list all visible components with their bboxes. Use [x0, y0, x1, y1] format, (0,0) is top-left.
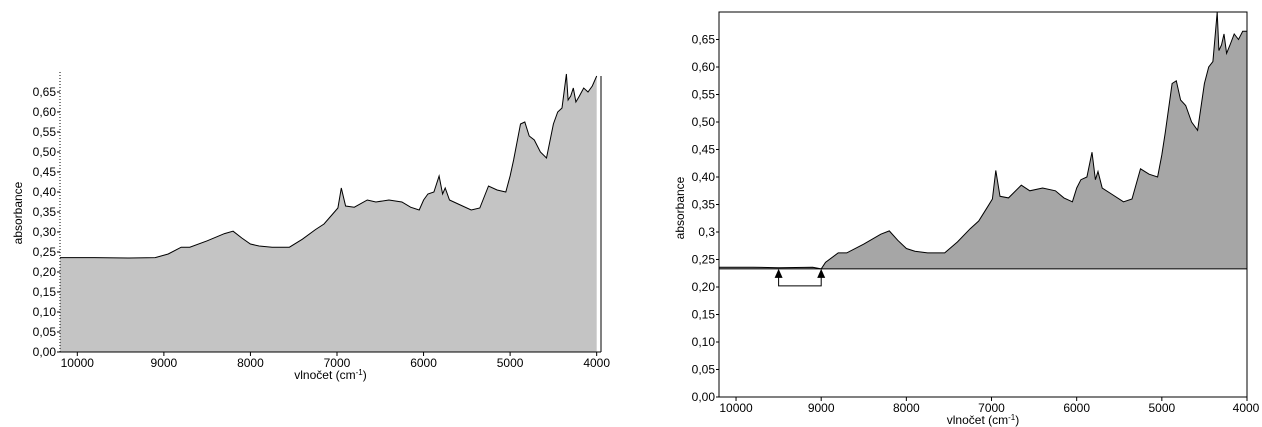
x-tick-label: 4000 — [583, 356, 610, 370]
x-tick-label: 10000 — [719, 401, 753, 415]
x-tick-label: 6000 — [1063, 401, 1090, 415]
x-axis-label: vlnočet (cm-1) — [947, 413, 1019, 427]
y-tick-label: 0,15 — [33, 285, 57, 299]
x-tick-label: 10000 — [61, 356, 95, 370]
y-tick-label: 0,35 — [692, 198, 716, 212]
x-tick-label: 4000 — [1233, 401, 1260, 415]
y-tick-label: 0,3 — [698, 225, 715, 239]
y-tick-label: 0,65 — [33, 85, 57, 99]
y-tick-label: 0,45 — [692, 143, 716, 157]
x-axis-label: vlnočet (cm-1) — [294, 368, 366, 382]
x-tick-label: 8000 — [237, 356, 264, 370]
y-tick-label: 0,00 — [33, 345, 57, 359]
y-tick-label: 0,05 — [33, 325, 57, 339]
y-axis-label: absorbance — [673, 176, 687, 239]
y-tick-label: 0,05 — [692, 363, 716, 377]
x-tick-label: 7000 — [324, 356, 351, 370]
x-tick-label: 9000 — [808, 401, 835, 415]
y-tick-label: 0,55 — [33, 125, 57, 139]
arrow-up-icon — [774, 268, 783, 278]
y-tick-label: 0,20 — [692, 280, 716, 294]
y-tick-label: 0,15 — [692, 308, 716, 322]
y-tick-label: 0,25 — [33, 245, 57, 259]
y-tick-label: 0,40 — [692, 170, 716, 184]
series-line — [60, 73, 598, 259]
y-tick-label: 0,60 — [33, 105, 57, 119]
y-tick-label: 0,30 — [33, 225, 57, 239]
y-tick-label: 0,55 — [692, 88, 716, 102]
left-chart: 0,00 0,05 0,10 0,15 0,20 0,25 0,30 0,35 0,40 0,45… — [11, 72, 610, 382]
y-tick-label: 0,45 — [33, 165, 57, 179]
baseline-region-marker — [774, 268, 826, 287]
y-tick-label: 0,60 — [692, 60, 716, 74]
x-tick-label: 8000 — [893, 401, 920, 415]
x-tick-label: 5000 — [1148, 401, 1175, 415]
y-tick-label: 0,10 — [692, 335, 716, 349]
arrow-up-icon — [817, 268, 826, 278]
y-tick-label: 0,00 — [692, 390, 716, 404]
right-chart: 0,00 0,05 0,10 0,15 0,20 0,25 0,3 0,35 0,40 0,45 0… — [673, 11, 1260, 427]
x-tick-label: 6000 — [410, 356, 437, 370]
y-tick-label: 0,65 — [692, 33, 716, 47]
y-tick-label: 0,10 — [33, 305, 57, 319]
x-tick-label: 5000 — [497, 356, 524, 370]
y-tick-label: 0,50 — [33, 145, 57, 159]
y-tick-label: 0,35 — [33, 205, 57, 219]
y-tick-label: 0,25 — [692, 253, 716, 267]
y-axis-label: absorbance — [11, 181, 25, 244]
series-area — [60, 74, 597, 352]
y-tick-label: 0,20 — [33, 265, 57, 279]
y-tick-label: 0,50 — [692, 115, 716, 129]
series-area — [719, 12, 1247, 269]
x-tick-label: 7000 — [978, 401, 1005, 415]
x-tick-label: 9000 — [151, 356, 178, 370]
y-tick-label: 0,40 — [33, 185, 57, 199]
series-line — [719, 11, 1247, 270]
